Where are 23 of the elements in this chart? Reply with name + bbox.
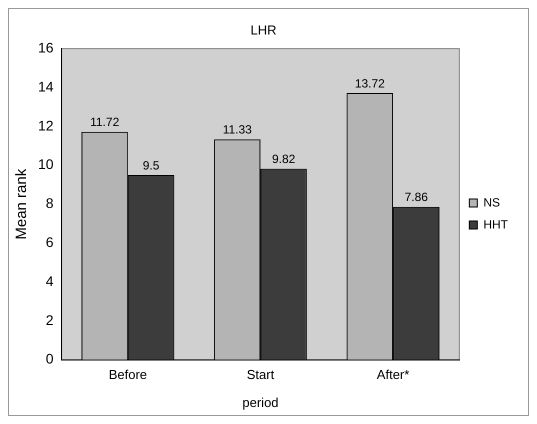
y-tick-label: 10 [38, 156, 54, 172]
data-label: 9.5 [142, 158, 160, 172]
data-label: 13.72 [354, 76, 386, 90]
data-label: 11.33 [222, 122, 252, 137]
y-tick-label: 16 [38, 39, 54, 56]
y-tick-label: 6 [46, 234, 54, 250]
y-axis-title: Mean rank [13, 168, 30, 240]
x-tick-label: Before [108, 367, 148, 382]
y-tick-label: 8 [46, 195, 54, 212]
y-tick-label: 4 [46, 272, 54, 289]
y-tick-label: 12 [38, 117, 54, 134]
data-label: 7.86 [404, 190, 428, 204]
legend-label: NS [483, 195, 500, 210]
y-tick-label: 0 [46, 350, 54, 367]
x-tick-label: After* [376, 367, 410, 382]
y-tick-label: 14 [38, 78, 54, 94]
chart-title: LHR [250, 22, 277, 38]
data-label: 11.72 [90, 115, 120, 130]
x-axis-title: period [242, 394, 279, 410]
data-label: 9.82 [272, 152, 296, 166]
y-tick-label: 2 [46, 312, 54, 328]
legend-label: HHT [483, 217, 509, 232]
x-tick-label: Start [246, 367, 275, 382]
